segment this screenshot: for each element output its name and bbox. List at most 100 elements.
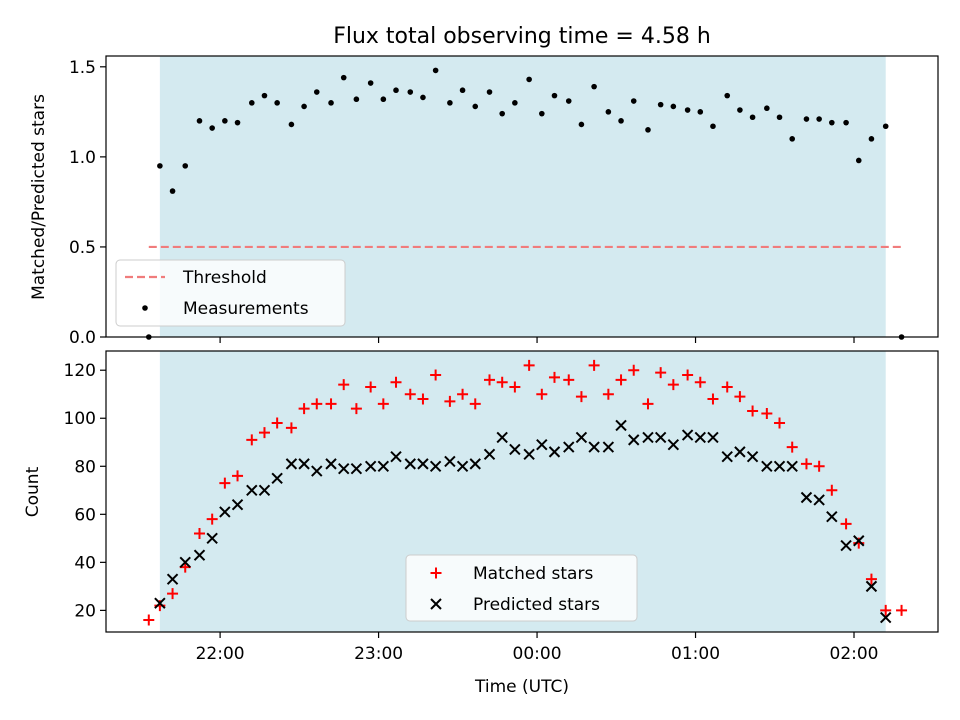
measurement-point xyxy=(274,100,280,106)
predicted-stars-point xyxy=(509,443,521,456)
measurement-point xyxy=(420,94,426,101)
measurement-point xyxy=(380,96,387,103)
predicted-stars-point xyxy=(800,491,813,504)
measurement-point xyxy=(248,100,255,106)
predicted-stars-point xyxy=(707,431,719,444)
bottom-y-tick-label: 60 xyxy=(74,505,96,525)
predicted-stars-point xyxy=(271,472,283,484)
matched-stars-point xyxy=(774,417,786,429)
matched-stars-point xyxy=(800,458,812,470)
predicted-stars-point xyxy=(879,611,892,624)
matched-stars-point xyxy=(747,405,759,417)
count-panel: 20 40 60 80 100 120 22:00 23:00 00:00 01:00 02:00 M… xyxy=(23,350,939,697)
top-y-tick-label: 0.0 xyxy=(69,328,96,348)
matched-stars-point xyxy=(167,588,179,600)
predicted-stars-point xyxy=(667,438,680,451)
measurement-point xyxy=(367,80,374,86)
count-legend-box xyxy=(405,554,638,622)
measurement-point xyxy=(328,100,334,106)
predicted-stars-point xyxy=(483,448,496,460)
bottom-axes-frame xyxy=(105,350,939,633)
measurement-point xyxy=(565,98,572,104)
matched-stars-point xyxy=(523,359,535,371)
predicted-stars-point xyxy=(681,429,694,441)
predicted-stars-point xyxy=(456,460,469,472)
matched-stars-point xyxy=(667,379,679,391)
predicted-stars-point xyxy=(325,458,337,470)
predicted-stars-point xyxy=(865,580,878,593)
measurement-point xyxy=(459,87,466,94)
threshold-legend-label: Threshold xyxy=(182,268,267,288)
measurement-point xyxy=(551,92,558,99)
measurement-point xyxy=(353,96,360,103)
bottom-y-tick-label: 100 xyxy=(64,409,96,429)
matched-stars-point xyxy=(536,388,548,400)
count-legend: Matched stars Predicted stars xyxy=(405,554,638,622)
measurement-point xyxy=(737,107,743,113)
matched-stars-point xyxy=(694,376,706,388)
predicted-stars-point xyxy=(721,450,733,463)
bottom-y-tick-label: 20 xyxy=(74,601,96,621)
measurement-point xyxy=(591,83,597,90)
count-plot-area: 20 40 60 80 100 120 22:00 23:00 00:00 01:00 02:00 M… xyxy=(64,350,939,664)
predicted-stars-point xyxy=(338,462,350,475)
measurement-point xyxy=(776,114,783,121)
predicted-stars-point xyxy=(813,494,825,506)
measurement-point xyxy=(670,103,677,110)
measurement-point xyxy=(618,118,624,124)
measurement-point xyxy=(630,98,637,104)
matched-stars-point xyxy=(509,381,521,393)
measurement-point xyxy=(789,136,796,142)
bottom-y-axis-label: Count xyxy=(23,466,43,517)
matched-stars-point xyxy=(682,369,694,381)
matched-stars-point xyxy=(219,477,231,489)
ratio-legend-box xyxy=(115,259,346,327)
predicted-stars-point xyxy=(602,441,615,453)
measurement-point xyxy=(486,89,493,95)
ratio-legend: Threshold Measurements xyxy=(115,259,346,327)
top-axes-frame xyxy=(105,55,939,338)
predicted-stars-point xyxy=(734,446,746,458)
matched-stars-point xyxy=(194,528,206,540)
bottom-y-tick-label: 40 xyxy=(74,553,96,573)
measurement-point xyxy=(196,118,203,124)
predicted-stars-point xyxy=(826,511,838,523)
matched-stars-point xyxy=(642,398,654,410)
top-y-tick-label: 1.5 xyxy=(69,58,96,78)
x-tick-label: 22:00 xyxy=(196,644,245,664)
matched-stars-point xyxy=(285,422,297,434)
matched-stars-point xyxy=(258,427,270,439)
predicted-stars-point xyxy=(377,460,390,472)
bottom-y-tick-label: 120 xyxy=(64,361,96,381)
matched-stars-point xyxy=(232,470,244,482)
matched-stars-point xyxy=(813,460,825,472)
matched-stars-point xyxy=(655,367,667,379)
x-tick-label: 02:00 xyxy=(830,644,879,664)
predicted-stars-point xyxy=(536,438,548,451)
predicted-stars-point xyxy=(404,458,416,470)
matched-stars-point xyxy=(390,376,402,388)
matched-stars-point xyxy=(548,371,560,383)
predicted-stars-point xyxy=(548,446,561,458)
measurement-point xyxy=(340,74,347,81)
matched-stars-point xyxy=(377,398,389,410)
measurement-point xyxy=(855,157,862,164)
measurement-point xyxy=(432,67,439,74)
matched-stars-legend-swatch xyxy=(430,567,442,579)
predicted-stars-point xyxy=(429,460,442,472)
matched-stars-point xyxy=(880,604,892,616)
ratio-panel: Flux total observing time = 4.58 h 0.00.… xyxy=(29,24,939,348)
predicted-stars-point xyxy=(773,460,786,472)
measurement-point xyxy=(313,89,320,95)
predicted-stars-point xyxy=(654,431,667,444)
predicted-stars-point xyxy=(364,460,377,472)
measurement-point xyxy=(234,119,241,126)
matched-stars-point xyxy=(206,513,218,525)
matched-stars-point xyxy=(865,573,877,585)
predicted-stars-point xyxy=(258,484,271,497)
matched-stars-point xyxy=(896,604,908,616)
predicted-stars-point xyxy=(523,448,535,460)
predicted-stars-point xyxy=(615,419,627,432)
measurement-point xyxy=(301,103,307,110)
